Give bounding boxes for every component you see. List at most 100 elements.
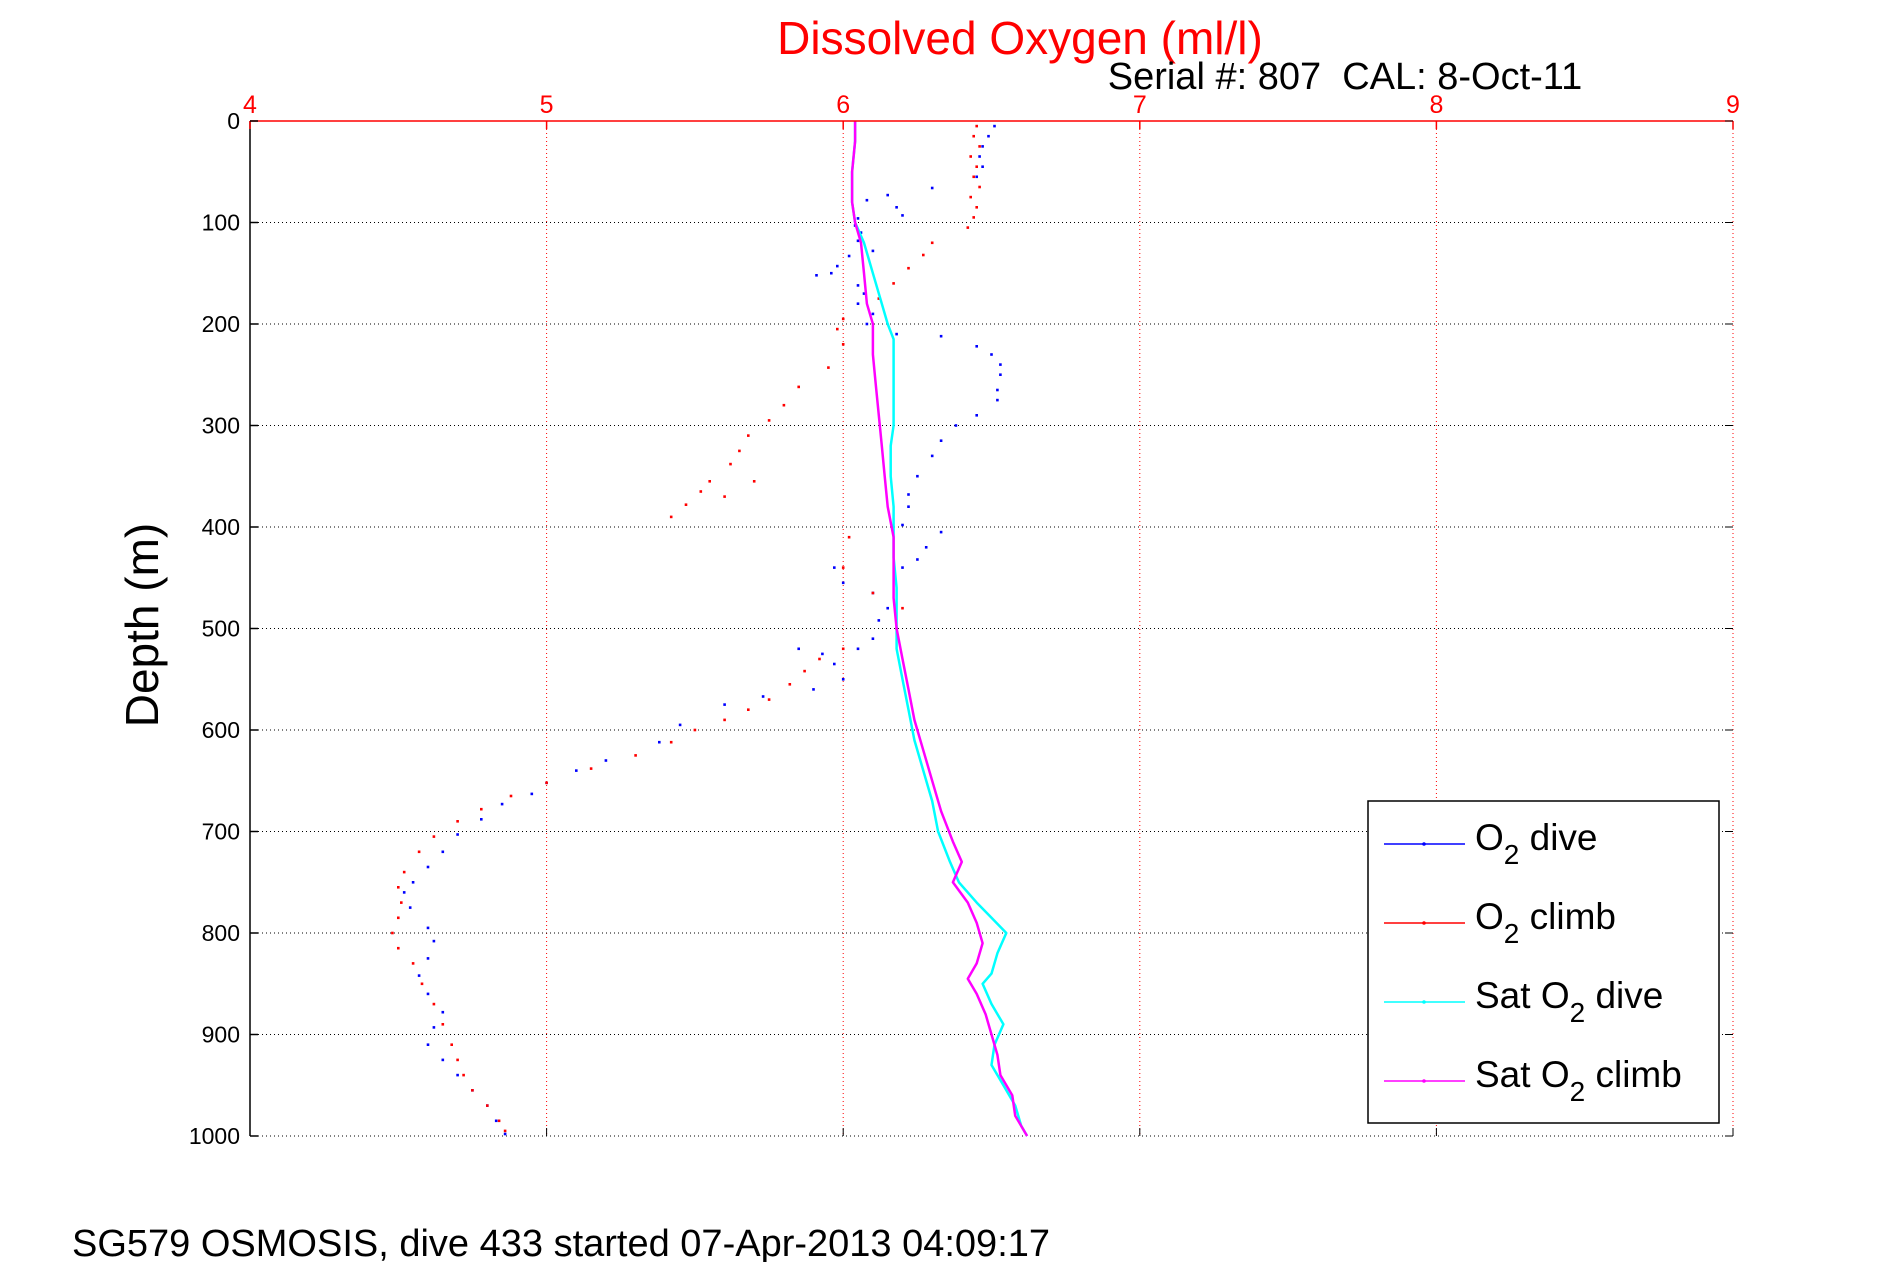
series-0 <box>402 124 1002 1136</box>
data-point <box>752 480 756 483</box>
data-point <box>821 652 824 656</box>
data-point <box>634 754 637 757</box>
data-point <box>841 343 845 346</box>
data-point <box>895 332 898 336</box>
data-point <box>978 155 981 158</box>
data-point <box>818 657 821 661</box>
data-point <box>480 807 483 811</box>
chart-title: Dissolved Oxygen (ml/l) <box>777 12 1263 64</box>
data-point <box>441 850 445 854</box>
data-point <box>500 802 504 806</box>
legend-label: Sat O2 climb <box>1475 1054 1682 1107</box>
legend-label: O2 climb <box>1475 896 1616 949</box>
data-point <box>420 982 424 986</box>
data-point <box>767 419 771 422</box>
data-point <box>402 891 406 894</box>
legend: O2 dive O2 climb Sat O2 dive Sat O2 climb <box>1367 800 1720 1124</box>
y-tick-label: 100 <box>202 210 240 236</box>
data-point <box>456 833 459 836</box>
x-tick-label: 8 <box>1429 91 1443 119</box>
data-point <box>441 1023 445 1026</box>
data-point <box>978 145 981 148</box>
data-point <box>411 881 415 884</box>
y-tick-label: 200 <box>202 311 240 337</box>
data-point <box>797 647 800 651</box>
data-point <box>456 1073 459 1077</box>
data-point <box>723 718 726 722</box>
data-point <box>871 249 875 253</box>
y-tick-label: 800 <box>202 920 240 946</box>
data-point <box>886 193 889 197</box>
legend-marker <box>1422 842 1426 846</box>
data-point <box>604 759 608 762</box>
data-point <box>402 870 406 874</box>
data-point <box>788 683 792 686</box>
data-point <box>684 503 688 506</box>
data-point <box>841 317 845 321</box>
data-point <box>999 373 1002 376</box>
data-point <box>836 264 839 268</box>
data-point <box>877 619 881 622</box>
data-point <box>924 546 928 549</box>
data-point <box>408 906 412 909</box>
x-tick-label: 6 <box>836 91 850 119</box>
footer-caption: SG579 OSMOSIS, dive 433 started 07-Apr-2… <box>72 1223 1050 1262</box>
data-point <box>954 424 958 427</box>
data-point <box>397 886 400 889</box>
data-point <box>833 662 836 666</box>
data-point <box>450 1043 453 1046</box>
data-point <box>761 695 765 698</box>
data-point <box>901 566 904 569</box>
data-point <box>426 926 430 930</box>
data-point <box>669 515 673 519</box>
data-point <box>503 1132 507 1136</box>
data-point <box>877 297 881 300</box>
data-point <box>975 345 978 348</box>
data-point <box>901 214 904 217</box>
legend-label: O2 dive <box>1475 817 1598 870</box>
data-point <box>747 434 750 437</box>
data-point <box>871 312 875 316</box>
data-point <box>907 505 910 508</box>
data-point <box>417 974 421 977</box>
data-point <box>990 353 993 356</box>
data-point <box>939 334 943 338</box>
y-tick-label: 700 <box>202 819 240 845</box>
data-point <box>699 490 703 493</box>
data-point <box>871 591 875 595</box>
data-point <box>975 165 978 168</box>
data-point <box>747 708 750 711</box>
data-point <box>723 703 726 706</box>
data-point <box>856 647 860 651</box>
data-point <box>426 992 430 996</box>
data-point <box>693 728 697 732</box>
data-point <box>545 781 548 785</box>
data-point <box>996 398 999 402</box>
data-point <box>856 302 860 305</box>
data-point <box>871 637 875 640</box>
x-tick-label: 9 <box>1726 91 1740 119</box>
data-point <box>426 1043 430 1046</box>
x-tick-label: 5 <box>540 91 554 119</box>
data-point <box>486 1104 489 1107</box>
data-point <box>812 688 815 691</box>
data-point <box>895 206 898 209</box>
data-point <box>993 124 996 128</box>
data-point <box>939 439 943 442</box>
data-point <box>975 124 978 128</box>
data-point <box>426 957 430 960</box>
data-point <box>400 901 403 904</box>
data-point <box>509 794 513 798</box>
data-point <box>856 239 860 243</box>
y-tick-label: 900 <box>202 1022 240 1048</box>
y-tick-label: 1000 <box>189 1123 240 1149</box>
legend-marker <box>1422 1079 1426 1083</box>
data-point <box>723 495 726 498</box>
data-point <box>797 385 800 389</box>
data-point <box>969 195 972 199</box>
data-point <box>830 271 833 275</box>
data-point <box>901 606 904 610</box>
data-point <box>494 1119 498 1123</box>
data-point <box>669 740 673 744</box>
